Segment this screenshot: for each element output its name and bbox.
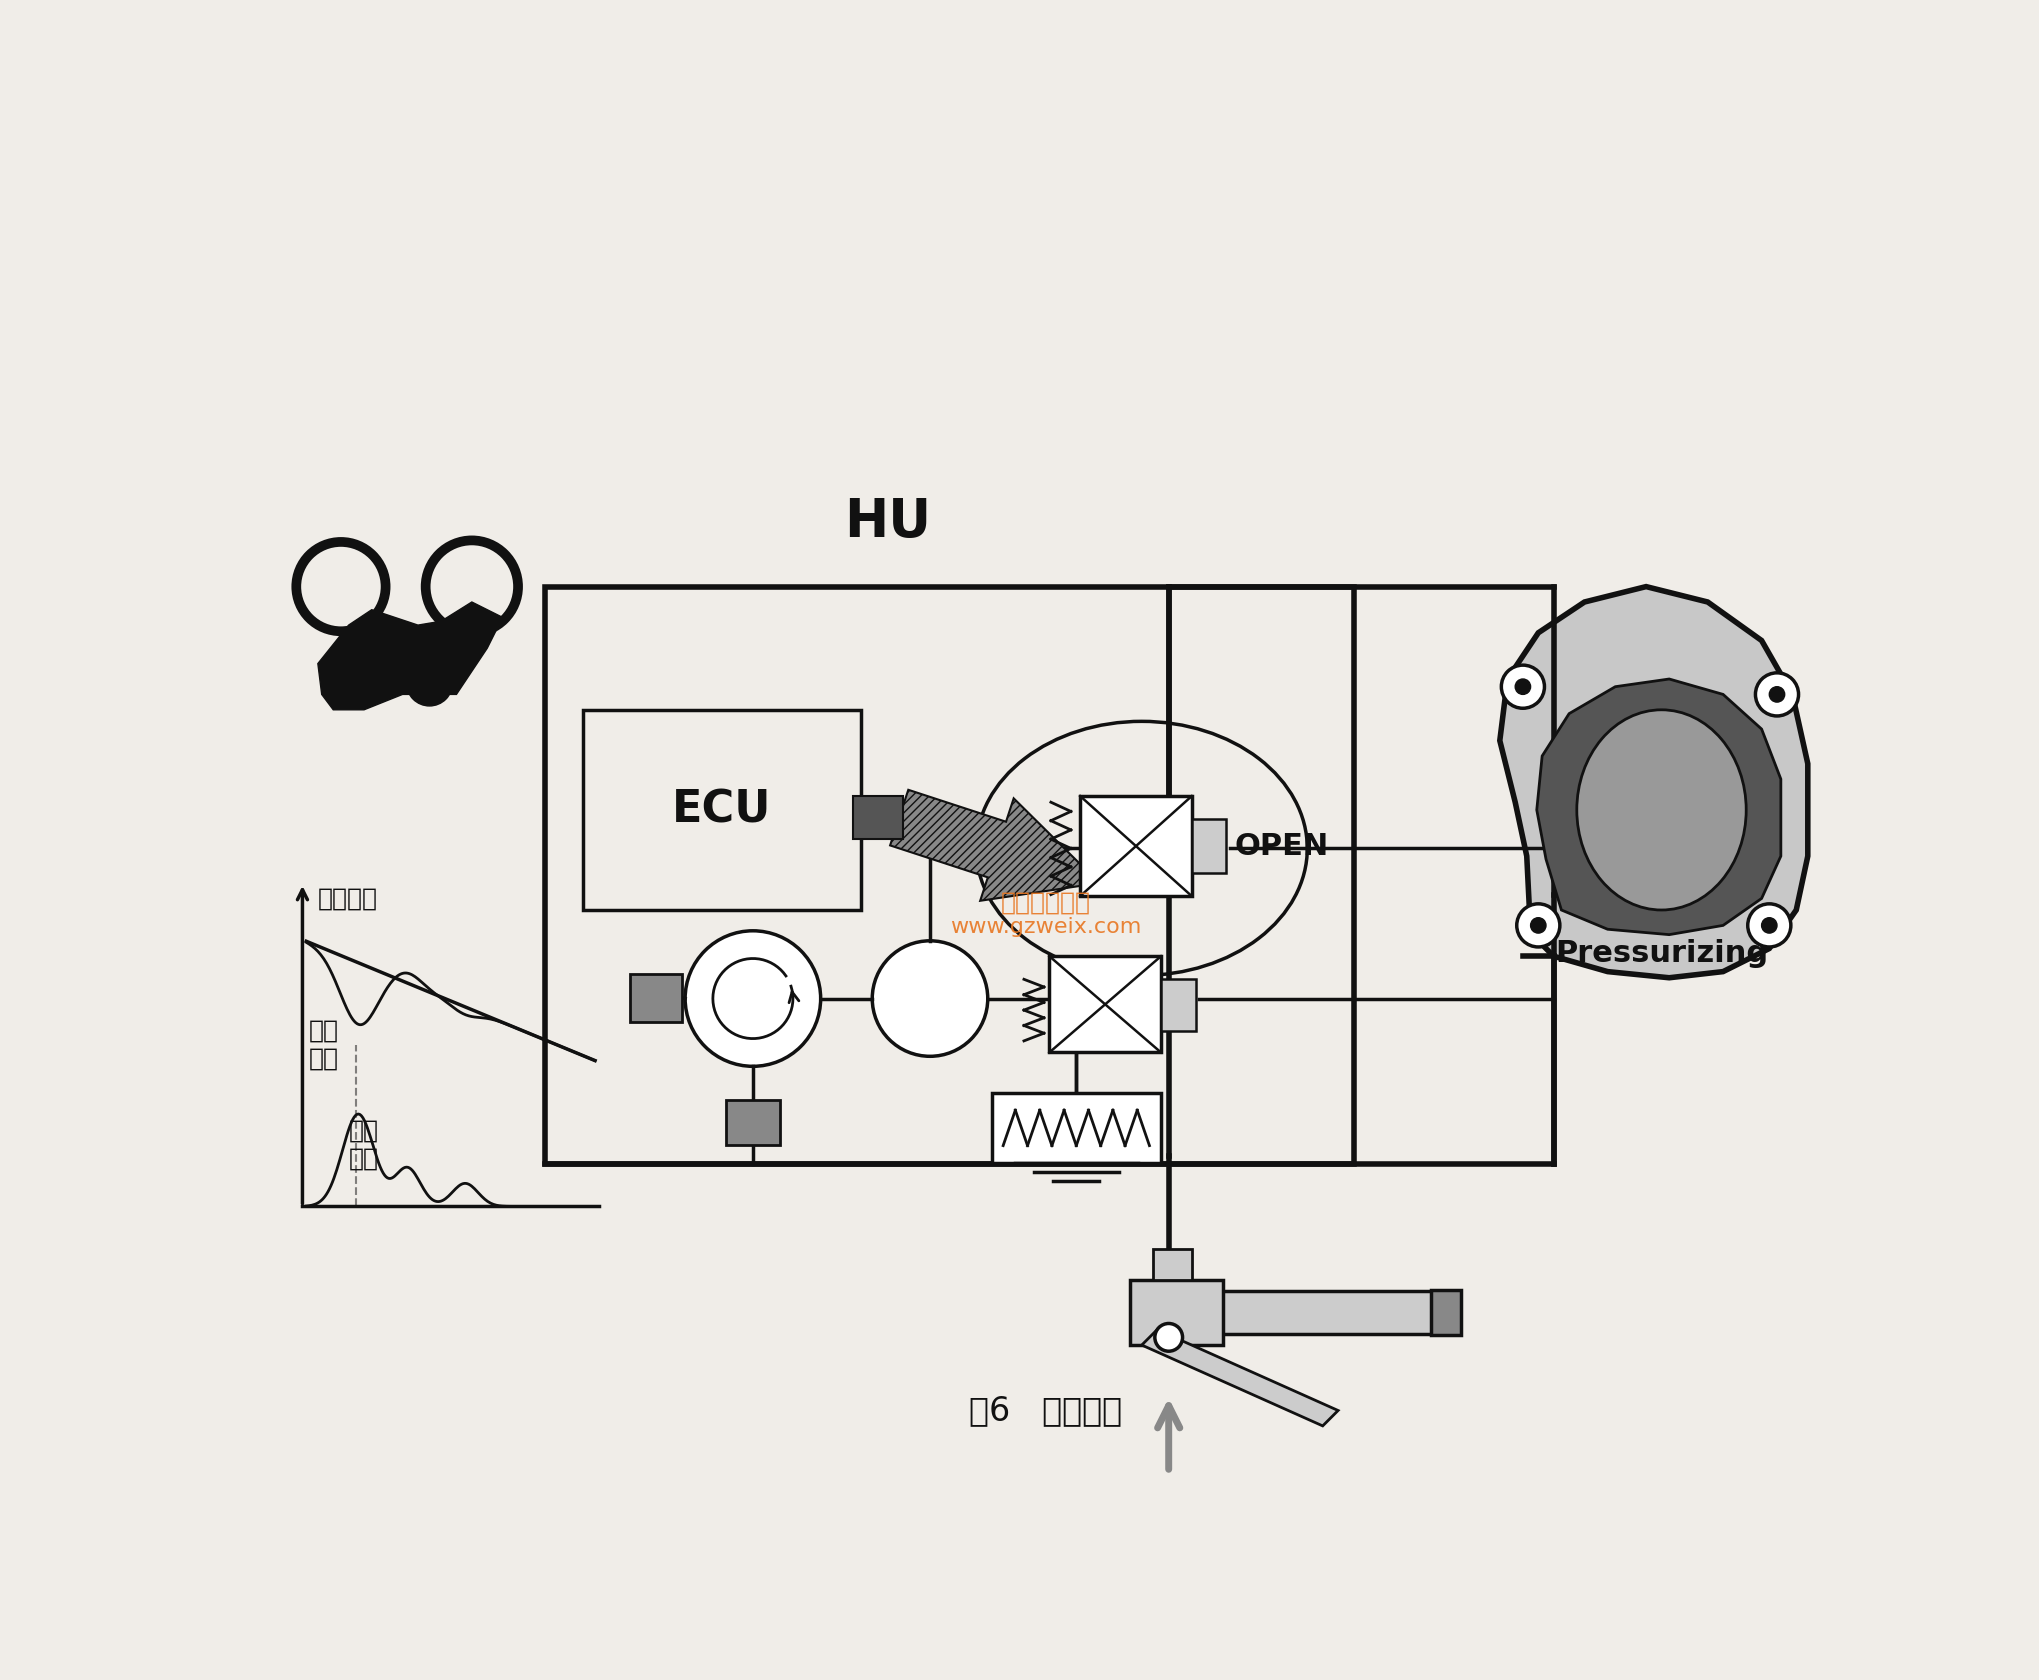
Polygon shape: [889, 790, 1099, 900]
Bar: [726, 1100, 779, 1144]
Text: 车轮
速度: 车轮 速度: [308, 1018, 338, 1070]
Circle shape: [1529, 917, 1546, 932]
Text: Pressurizing: Pressurizing: [1554, 939, 1768, 968]
Circle shape: [1501, 665, 1544, 709]
Circle shape: [1517, 904, 1560, 948]
Polygon shape: [1130, 1280, 1221, 1346]
Text: ECU: ECU: [673, 788, 771, 832]
Bar: [583, 709, 860, 911]
Circle shape: [1768, 687, 1784, 702]
Polygon shape: [1429, 1290, 1460, 1336]
Circle shape: [1762, 917, 1776, 932]
Text: www.gzweix.com: www.gzweix.com: [950, 917, 1140, 937]
Polygon shape: [318, 601, 502, 709]
Circle shape: [1756, 672, 1798, 716]
Polygon shape: [1535, 679, 1780, 934]
Ellipse shape: [1576, 709, 1745, 911]
Circle shape: [406, 660, 453, 706]
Polygon shape: [1142, 1329, 1338, 1426]
Bar: [630, 974, 681, 1021]
Polygon shape: [1152, 1248, 1191, 1280]
Circle shape: [1747, 904, 1790, 948]
Polygon shape: [1499, 586, 1807, 978]
Circle shape: [873, 941, 987, 1057]
Bar: [1160, 978, 1195, 1032]
Bar: [991, 1094, 1160, 1163]
Polygon shape: [852, 796, 903, 838]
Text: 卡钳
压力: 卡钳 压力: [349, 1119, 379, 1171]
Text: HU: HU: [844, 496, 930, 548]
Bar: [544, 586, 1352, 1164]
Text: 车体速度: 车体速度: [318, 887, 377, 911]
Circle shape: [1515, 679, 1529, 694]
Text: 图6   升压过程: 图6 升压过程: [969, 1394, 1121, 1426]
Bar: [1079, 796, 1191, 895]
Circle shape: [685, 931, 820, 1067]
Bar: [1048, 956, 1160, 1052]
Polygon shape: [1207, 1292, 1437, 1334]
Text: 精通维修下载: 精通维修下载: [999, 890, 1091, 914]
Circle shape: [1154, 1324, 1183, 1351]
Text: OPEN: OPEN: [1234, 832, 1327, 860]
Bar: [1191, 820, 1225, 874]
